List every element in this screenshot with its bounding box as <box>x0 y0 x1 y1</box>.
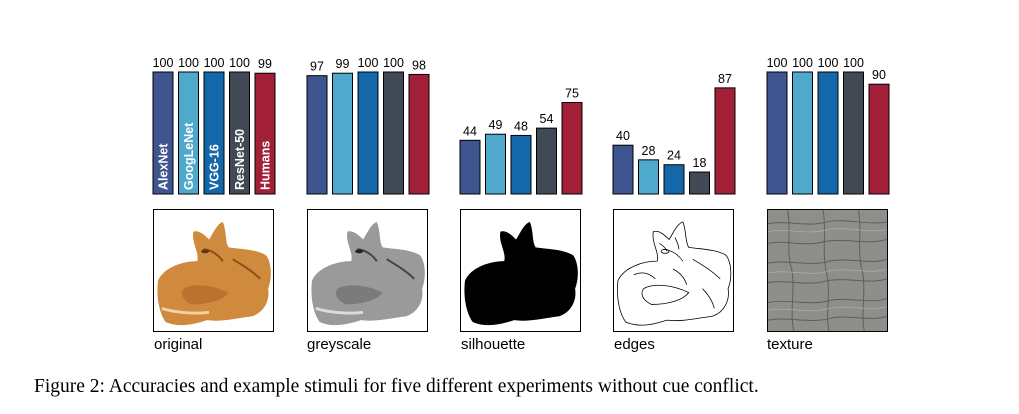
cat-silhouette-image <box>464 221 578 326</box>
cat-photo-image <box>157 221 271 326</box>
value-label-original-vgg-16: 100 <box>204 56 225 70</box>
value-label-silhouette-googlenet: 49 <box>489 118 503 132</box>
bar-edges-resnet-50 <box>689 171 710 195</box>
bar-chart-original: 100 AlexNet 100 GoogLeNet 100 VGG-16 100 ResNet… <box>152 56 276 195</box>
bar-edges-googlenet <box>638 159 659 195</box>
cat-greyscale-image <box>311 221 425 326</box>
bar-greyscale-humans <box>408 73 430 195</box>
stimulus-label-silhouette: silhouette <box>461 336 526 353</box>
bar-edges-vgg-16 <box>663 164 685 195</box>
bar-charts: 100 AlexNet 100 GoogLeNet 100 VGG-16 100 ResNet… <box>152 56 890 195</box>
value-label-silhouette-humans: 75 <box>565 87 579 101</box>
bar-original-humans <box>254 72 276 195</box>
bar-texture-alexnet <box>766 71 788 195</box>
bar-texture-resnet-50 <box>843 71 864 195</box>
value-label-original-humans: 99 <box>258 57 272 71</box>
bar-silhouette-vgg-16 <box>510 134 532 195</box>
stimulus-texture <box>767 209 888 332</box>
value-label-greyscale-vgg-16: 100 <box>358 56 379 70</box>
bar-chart-silhouette: 44 49 48 54 75 <box>459 87 583 195</box>
network-label-resnet-50: ResNet-50 <box>233 129 247 190</box>
bar-greyscale-googlenet <box>332 72 353 195</box>
stimulus-edges <box>613 209 734 332</box>
value-label-texture-vgg-16: 100 <box>818 56 839 70</box>
bar-silhouette-googlenet <box>485 133 506 195</box>
bar-texture-vgg-16 <box>817 71 839 195</box>
bar-original-googlenet <box>178 71 199 195</box>
stimulus-original <box>153 209 274 332</box>
bar-original-vgg-16 <box>203 71 225 195</box>
value-label-greyscale-alexnet: 97 <box>310 60 324 74</box>
bar-greyscale-vgg-16 <box>357 71 379 195</box>
stimulus-label-texture: texture <box>767 336 813 353</box>
value-label-original-alexnet: 100 <box>153 56 174 70</box>
bar-texture-googlenet <box>792 71 813 195</box>
bar-chart-greyscale: 97 99 100 100 98 <box>306 56 430 195</box>
bar-silhouette-resnet-50 <box>536 127 557 195</box>
bar-texture-humans <box>868 83 890 195</box>
bar-silhouette-alexnet <box>459 139 481 195</box>
value-label-texture-googlenet: 100 <box>792 56 813 70</box>
value-label-greyscale-resnet-50: 100 <box>383 56 404 70</box>
elephant-skin-texture-image <box>768 210 887 331</box>
value-label-edges-googlenet: 28 <box>642 144 656 158</box>
cat-edges-image <box>617 221 732 326</box>
value-label-texture-resnet-50: 100 <box>843 56 864 70</box>
bar-original-resnet-50 <box>229 71 250 195</box>
network-label-alexnet: AlexNet <box>157 143 171 190</box>
value-label-original-resnet-50: 100 <box>229 56 250 70</box>
value-label-original-googlenet: 100 <box>178 56 199 70</box>
value-label-silhouette-alexnet: 44 <box>463 124 477 138</box>
figure-caption: Figure 2: Accuracies and example stimuli… <box>34 376 759 397</box>
value-label-edges-vgg-16: 24 <box>667 149 681 163</box>
value-label-silhouette-vgg-16: 48 <box>514 119 528 133</box>
value-label-texture-alexnet: 100 <box>767 56 788 70</box>
bar-chart-edges: 40 28 24 18 87 <box>612 72 736 195</box>
network-label-vgg-16: VGG-16 <box>208 144 222 190</box>
stimulus-greyscale <box>307 209 428 332</box>
value-label-greyscale-humans: 98 <box>412 58 426 72</box>
value-label-edges-alexnet: 40 <box>616 129 630 143</box>
value-label-edges-humans: 87 <box>718 72 732 86</box>
stimulus-label-original: original <box>154 336 203 353</box>
bar-greyscale-alexnet <box>306 75 328 195</box>
bar-original-alexnet <box>152 71 174 195</box>
bar-chart-texture: 100 100 100 100 90 <box>766 56 890 195</box>
stimulus-label-greyscale: greyscale <box>307 336 372 353</box>
bar-silhouette-humans <box>561 102 583 195</box>
value-label-edges-resnet-50: 18 <box>693 156 707 170</box>
value-label-texture-humans: 90 <box>872 68 886 82</box>
stimulus-silhouette <box>460 209 581 332</box>
network-label-humans: Humans <box>259 141 273 190</box>
network-label-googlenet: GoogLeNet <box>182 122 196 190</box>
bar-edges-alexnet <box>612 144 634 195</box>
bar-edges-humans <box>714 87 736 195</box>
value-label-greyscale-googlenet: 99 <box>336 57 350 71</box>
stimulus-label-edges: edges <box>614 336 655 353</box>
value-label-silhouette-resnet-50: 54 <box>540 112 554 126</box>
bar-greyscale-resnet-50 <box>383 71 404 195</box>
